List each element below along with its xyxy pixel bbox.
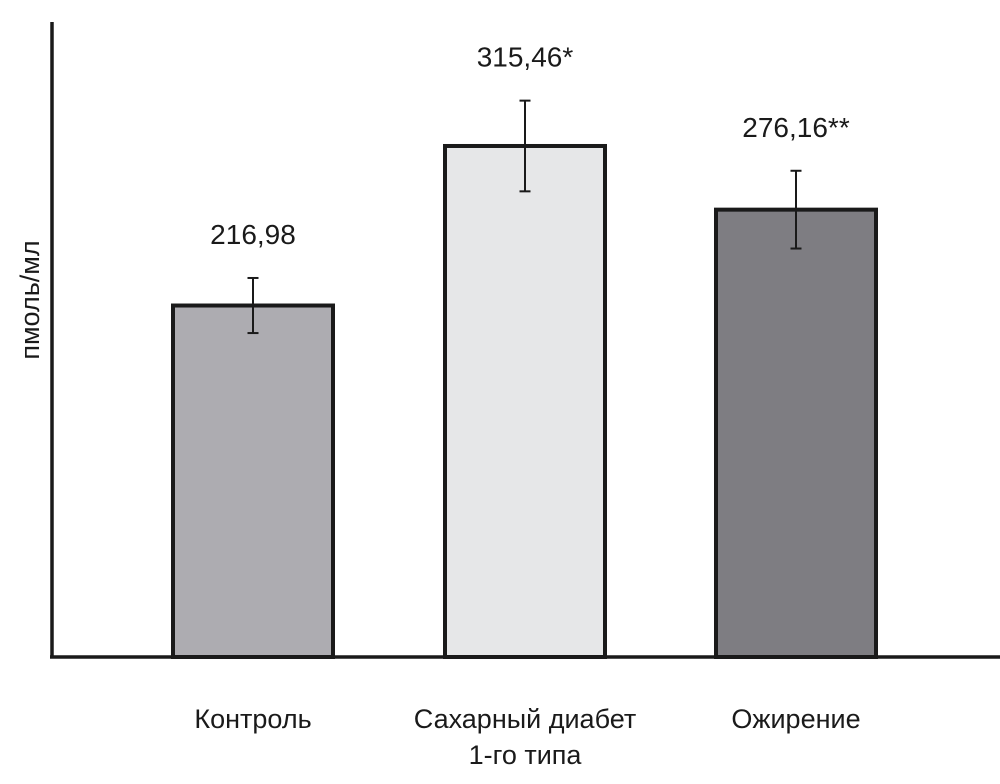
category-label-2: Сахарный диабет 1-го типа	[414, 704, 636, 770]
category-label-1: Контроль	[194, 704, 311, 734]
value-label-1: 216,98	[210, 219, 296, 250]
value-label-3: 276,16**	[742, 112, 850, 143]
error-bar-2	[519, 99, 531, 193]
value-label-2: 315,46*	[477, 42, 574, 73]
bar-2	[443, 143, 607, 659]
error-bar-1	[247, 276, 259, 335]
bar-3	[714, 207, 878, 659]
category-label-3: Ожирение	[731, 704, 860, 734]
bar-1	[171, 303, 335, 659]
y-axis-label: пмоль/мл	[15, 240, 45, 359]
bars-layer: 216,98 Контроль 315,46* Сахарный диабет 1-го…	[171, 42, 878, 770]
error-bar-3	[790, 169, 802, 250]
